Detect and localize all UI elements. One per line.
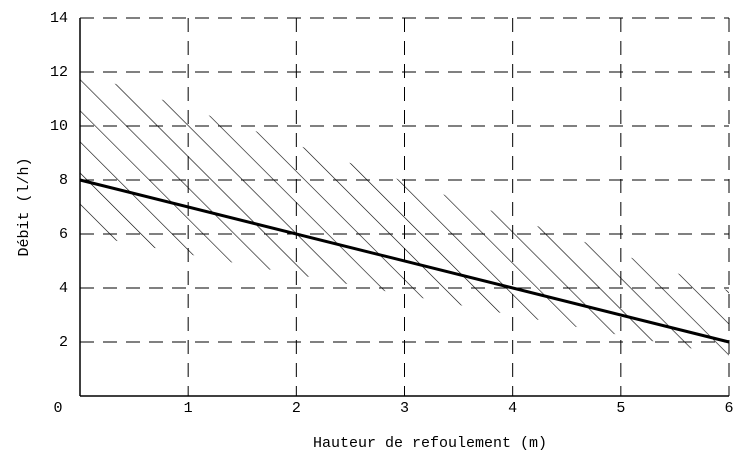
y-tick-label: 12: [50, 64, 68, 81]
y-tick-label: 2: [59, 334, 68, 351]
x-tick-label: 2: [292, 400, 301, 417]
x-tick-label: 6: [724, 400, 733, 417]
x-axis-label: Hauteur de refoulement (m): [313, 435, 547, 452]
x-tick-label: 0: [53, 400, 62, 417]
x-tick-label: 4: [508, 400, 517, 417]
x-tick-label: 3: [400, 400, 409, 417]
y-tick-label: 10: [50, 118, 68, 135]
y-tick-label: 14: [50, 10, 68, 27]
x-tick-label: 5: [616, 400, 625, 417]
y-axis-label: Débit (l/h): [16, 157, 33, 256]
line: [79, 178, 730, 344]
x-tick-label: 1: [184, 400, 193, 417]
y-tick-label: 8: [59, 172, 68, 189]
y-tick-label: 4: [59, 280, 68, 297]
y-tick-label: 6: [59, 226, 68, 243]
